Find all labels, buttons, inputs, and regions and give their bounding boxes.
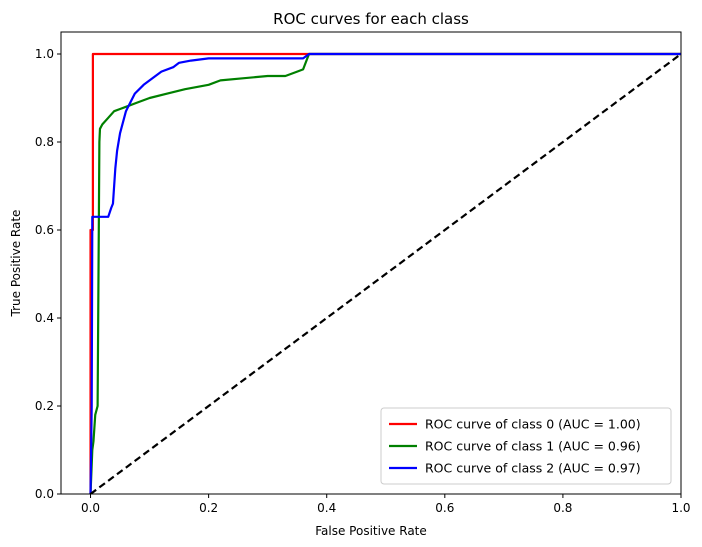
y-axis-label: True Positive Rate bbox=[9, 210, 23, 318]
y-tick-label: 0.8 bbox=[35, 135, 54, 149]
x-tick-label: 0.8 bbox=[553, 501, 572, 515]
roc-curve-class-2 bbox=[89, 52, 681, 494]
y-tick-label: 0.4 bbox=[35, 311, 54, 325]
y-tick-label: 0.6 bbox=[35, 223, 54, 237]
chance-diagonal-line bbox=[89, 53, 681, 494]
x-axis-ticks: 0.0 0.2 0.4 0.6 0.8 1.0 bbox=[81, 494, 691, 515]
plot-border bbox=[60, 31, 682, 495]
x-tick-label: 1.0 bbox=[671, 501, 690, 515]
chart-title: ROC curves for each class bbox=[273, 10, 469, 28]
y-tick-label: 0.0 bbox=[35, 487, 54, 501]
y-axis-ticks: 0.0 0.2 0.4 0.6 0.8 1.0 bbox=[35, 47, 61, 501]
x-tick-label: 0.0 bbox=[81, 501, 100, 515]
legend-box bbox=[380, 407, 672, 485]
legend-label: ROC curve of class 1 (AUC = 0.96) bbox=[425, 439, 641, 454]
x-tick-label: 0.6 bbox=[435, 501, 454, 515]
legend-label: ROC curve of class 2 (AUC = 0.97) bbox=[425, 461, 641, 476]
y-tick-label: 0.2 bbox=[35, 399, 54, 413]
roc-curve-class-1 bbox=[89, 52, 681, 494]
y-tick-label: 1.0 bbox=[35, 47, 54, 61]
legend-label: ROC curve of class 0 (AUC = 1.00) bbox=[425, 417, 641, 432]
series-layer bbox=[89, 52, 681, 494]
x-tick-label: 0.2 bbox=[199, 501, 218, 515]
x-tick-label: 0.4 bbox=[317, 501, 336, 515]
legend: ROC curve of class 0 (AUC = 1.00) ROC cur… bbox=[380, 407, 672, 485]
x-axis-label: False Positive Rate bbox=[315, 524, 427, 538]
